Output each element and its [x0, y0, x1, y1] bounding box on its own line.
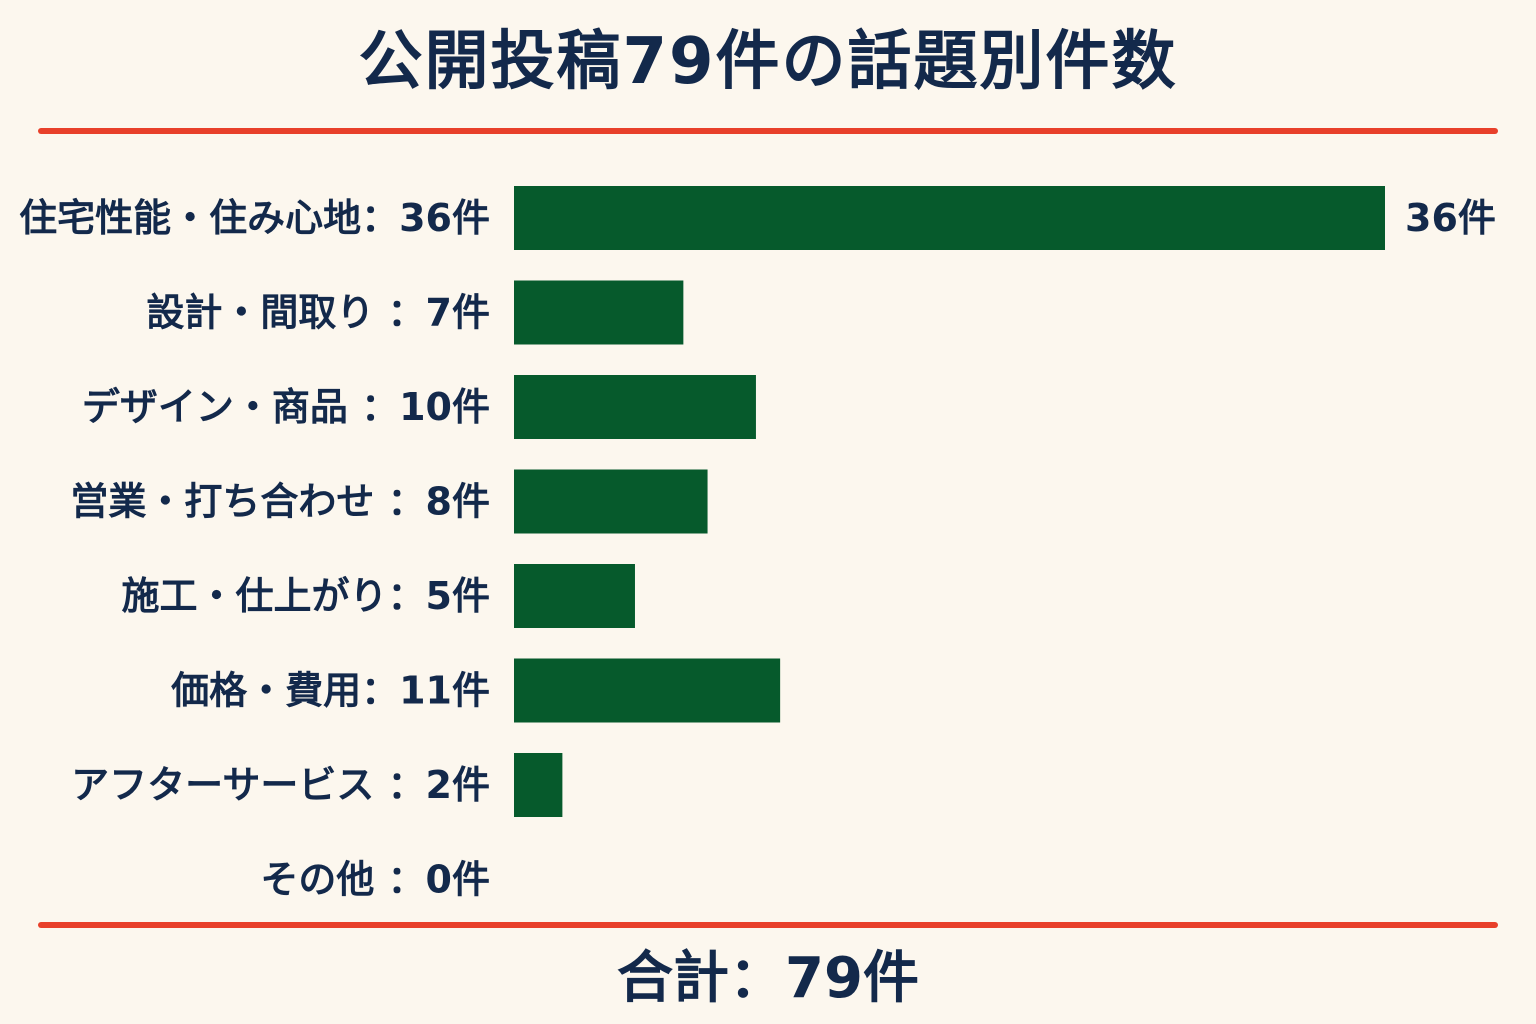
total-count: 合計：79件: [617, 946, 919, 1011]
category-label: 施工・仕上がり：5件: [122, 574, 490, 618]
bar: [514, 753, 563, 817]
category-label: デザイン・商品 ：10件: [82, 385, 490, 429]
data-label: 36件: [1405, 196, 1496, 240]
category-label: アフターサービス ：2件: [71, 763, 490, 807]
category-label: 設計・間取り ：7件: [146, 291, 490, 335]
category-label: 価格・費用：11件: [170, 669, 490, 713]
category-label: 住宅性能・住み心地：36件: [19, 196, 490, 240]
bar: [514, 375, 756, 439]
bar: [514, 469, 708, 534]
bottom-divider: [38, 922, 1498, 928]
category-label: 営業・打ち合わせ ：8件: [70, 480, 490, 524]
bar: [514, 280, 684, 345]
bar: [514, 186, 1385, 250]
chart-title: 公開投稿79件の話題別件数: [358, 25, 1178, 99]
category-label: その他 ：0件: [260, 858, 490, 902]
top-divider: [38, 128, 1498, 134]
bar: [514, 658, 781, 723]
bar: [514, 564, 635, 628]
